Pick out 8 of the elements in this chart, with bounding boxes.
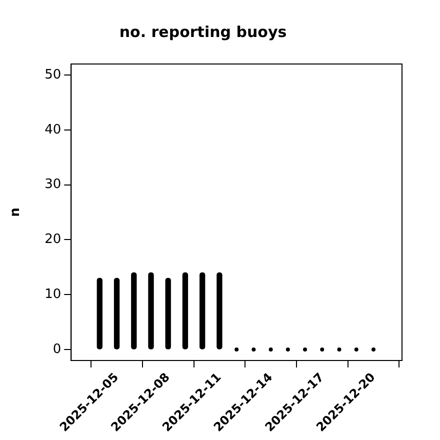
y-axis-title: n: [8, 208, 24, 217]
y-tick-label: 40: [44, 122, 62, 138]
y-tick-label: 50: [44, 67, 62, 82]
y-tick-label: 10: [44, 287, 62, 302]
chart-title: no. reporting buoys: [119, 22, 287, 41]
y-tick-label: 30: [44, 177, 62, 192]
y-tick-label: 0: [52, 342, 62, 357]
y-tick-label: 20: [44, 232, 62, 248]
